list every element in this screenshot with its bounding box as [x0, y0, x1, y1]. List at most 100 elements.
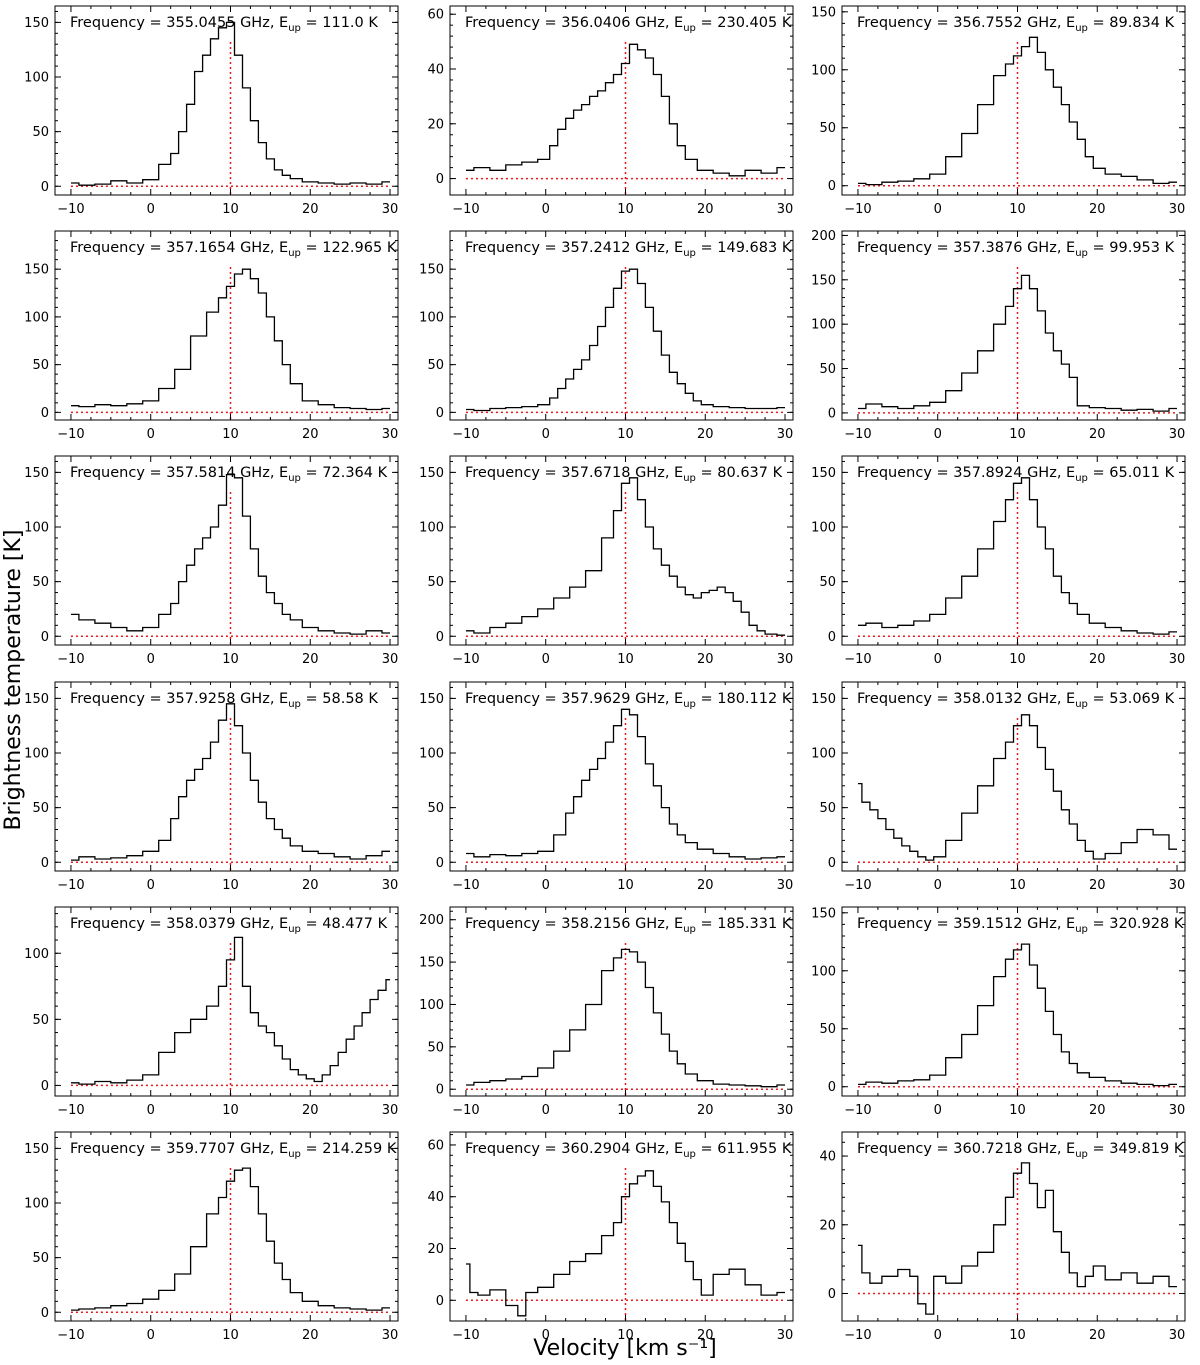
y-tick-label: 150	[811, 692, 836, 707]
panel-frame	[449, 681, 794, 872]
x-tick-label: 20	[302, 427, 319, 442]
y-tick-label: 0	[41, 180, 49, 195]
x-tick-label: 20	[697, 1103, 714, 1118]
spectrum-line	[858, 943, 1177, 1087]
x-tick-label: 0	[147, 427, 155, 442]
x-tick-label: 20	[697, 652, 714, 667]
title-energy: = 80.637 K	[696, 465, 783, 481]
spectrum-panel: −10 0 10 20 30 0 50 100 150 Frequency = 356.7552 …	[811, 5, 1186, 217]
x-tick-label: 0	[542, 202, 550, 217]
y-tick-label: 100	[419, 521, 444, 536]
y-tick-label: 0	[41, 630, 49, 645]
title-subscript: up	[288, 248, 301, 259]
panel-frame	[841, 5, 1186, 196]
x-tick-label: 10	[617, 427, 634, 442]
y-tick-label: 50	[819, 575, 836, 590]
y-tick-label: 50	[819, 121, 836, 136]
y-tick-label: 100	[419, 310, 444, 325]
y-tick-label: 0	[828, 856, 836, 871]
x-tick-label: 30	[382, 202, 399, 217]
panel-frame	[54, 230, 399, 421]
spectrum-panel: −10 0 10 20 30 0 50 100 150 Frequency = 357.9629 …	[419, 681, 794, 893]
panel-frame	[841, 455, 1186, 646]
y-tick-label: 0	[436, 1083, 444, 1098]
x-tick-label: 10	[617, 1328, 634, 1343]
x-tick-label: −10	[844, 202, 871, 217]
spectrum-panel: −10 0 10 20 30 0 50 100 150 Frequency = 357.1654 …	[24, 230, 399, 442]
panel-frame	[54, 681, 399, 872]
title-energy: = 611.955 K	[696, 1141, 792, 1157]
title-frequency: Frequency = 358.2156 GHz, E	[465, 916, 683, 932]
spectrum-panel: −10 0 10 20 30 0 50 100 150 Frequency = 359.1512 …	[811, 906, 1186, 1118]
x-tick-label: −10	[452, 1328, 479, 1343]
title-frequency: Frequency = 357.3876 GHz, E	[857, 240, 1075, 256]
spectrum-panel: −10 0 10 20 30 0 20 40 60 Frequency = 356.0406 GH…	[427, 5, 794, 217]
title-frequency: Frequency = 356.7552 GHz, E	[857, 15, 1075, 31]
x-tick-label: 0	[542, 652, 550, 667]
title-frequency: Frequency = 360.2904 GHz, E	[465, 1141, 683, 1157]
y-tick-label: 0	[828, 179, 836, 194]
title-frequency: Frequency = 359.7707 GHz, E	[70, 1141, 288, 1157]
title-subscript: up	[288, 473, 301, 484]
x-tick-label: 10	[222, 427, 239, 442]
y-tick-label: 0	[436, 1294, 444, 1309]
y-tick-label: 150	[419, 692, 444, 707]
y-tick-label: 100	[811, 318, 836, 333]
title-subscript: up	[288, 23, 301, 34]
x-tick-label: 20	[302, 878, 319, 893]
y-tick-label: 150	[811, 5, 836, 20]
y-tick-label: 100	[24, 947, 49, 962]
x-tick-label: 0	[147, 1103, 155, 1118]
x-tick-label: 0	[934, 202, 942, 217]
x-tick-label: 10	[1009, 652, 1026, 667]
spectrum-panel: −10 0 10 20 30 0 50 100 150 Frequency = 359.7707 …	[24, 1131, 399, 1343]
x-tick-label: 30	[382, 1103, 399, 1118]
y-tick-label: 0	[436, 406, 444, 421]
spectrum-panel: −10 0 10 20 30 0 50 100 Frequency = 358.0379 GHz…	[24, 906, 399, 1118]
title-subscript: up	[1075, 699, 1088, 710]
title-frequency: Frequency = 360.7218 GHz, E	[857, 1141, 1075, 1157]
panel-title: Frequency = 357.1654 GHz, Eup = 122.965 …	[70, 240, 397, 259]
x-tick-label: −10	[844, 427, 871, 442]
x-tick-label: 30	[1169, 427, 1186, 442]
title-subscript: up	[288, 1149, 301, 1160]
spectrum-panel: −10 0 10 20 30 0 50 100 150 200 Frequency = 357.38…	[811, 229, 1186, 442]
title-subscript: up	[1075, 924, 1088, 935]
title-subscript: up	[683, 1149, 696, 1160]
x-tick-label: 10	[617, 202, 634, 217]
y-tick-label: 150	[811, 906, 836, 921]
x-tick-label: 30	[382, 427, 399, 442]
title-subscript: up	[1075, 248, 1088, 259]
title-subscript: up	[683, 248, 696, 259]
title-frequency: Frequency = 358.0379 GHz, E	[70, 916, 288, 932]
panel-title: Frequency = 358.2156 GHz, Eup = 185.331 …	[465, 916, 792, 935]
y-tick-label: 150	[24, 16, 49, 31]
y-tick-label: 50	[32, 1013, 49, 1028]
y-tick-label: 100	[24, 1197, 49, 1212]
y-tick-label: 100	[811, 964, 836, 979]
y-tick-label: 100	[811, 63, 836, 78]
title-energy: = 72.364 K	[301, 465, 388, 481]
x-tick-label: 0	[147, 1328, 155, 1343]
title-frequency: Frequency = 358.0132 GHz, E	[857, 691, 1075, 707]
panel-title: Frequency = 359.7707 GHz, Eup = 214.259 …	[70, 1141, 397, 1160]
x-tick-label: 30	[1169, 1328, 1186, 1343]
panel-frame	[841, 681, 1186, 872]
title-energy: = 53.069 K	[1088, 691, 1175, 707]
y-tick-label: 50	[32, 125, 49, 140]
x-tick-label: 30	[1169, 652, 1186, 667]
panel-title: Frequency = 360.2904 GHz, Eup = 611.955 …	[465, 1141, 792, 1160]
x-tick-label: −10	[452, 427, 479, 442]
x-tick-label: 30	[777, 878, 794, 893]
title-frequency: Frequency = 359.1512 GHz, E	[857, 916, 1075, 932]
title-energy: = 48.477 K	[301, 916, 388, 932]
title-frequency: Frequency = 357.2412 GHz, E	[465, 240, 683, 256]
x-tick-label: 30	[382, 878, 399, 893]
title-energy: = 149.683 K	[696, 240, 792, 256]
x-tick-label: 0	[934, 1328, 942, 1343]
y-axis-label: Brightness temperature [K]	[1, 529, 26, 830]
x-tick-label: 10	[222, 1103, 239, 1118]
x-tick-label: 0	[542, 427, 550, 442]
spectrum-line	[858, 274, 1177, 412]
